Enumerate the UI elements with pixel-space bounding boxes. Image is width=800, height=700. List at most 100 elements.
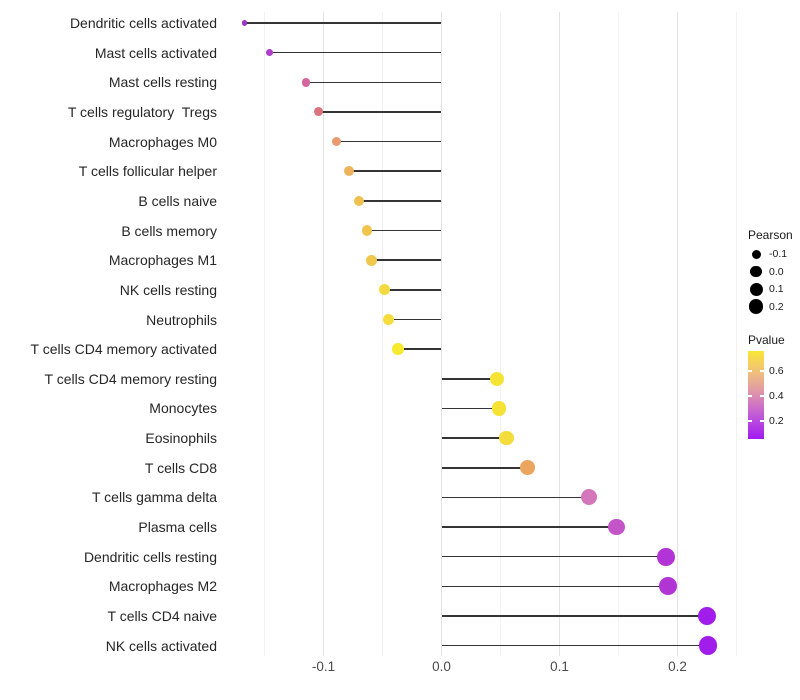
lollipop-segment [441, 615, 707, 617]
lollipop-dot [265, 49, 273, 57]
lollipop-segment [305, 81, 442, 84]
lollipop-dot [361, 225, 373, 236]
category-label: Mast cells resting [108, 74, 217, 91]
category-label: Macrophages M1 [108, 252, 217, 269]
pearson-legend-title: Pearson [748, 228, 793, 242]
lollipop-segment [397, 348, 442, 350]
category-label: Macrophages M2 [108, 578, 217, 595]
lollipop-segment [441, 644, 709, 647]
x-tick-label: -0.1 [311, 659, 336, 674]
lollipop-segment [441, 585, 669, 588]
colorbar-tick [760, 420, 764, 422]
lollipop-dot [344, 166, 355, 177]
major-gridline [441, 12, 442, 656]
lollipop-dot [697, 606, 717, 626]
lollipop-segment [336, 140, 442, 143]
lollipop-dot [314, 107, 324, 117]
lollipop-segment [371, 259, 442, 261]
legend-size-dot [749, 282, 763, 296]
legend-size-label: -0.1 [769, 248, 788, 260]
lollipop-dot [301, 78, 311, 87]
lollipop-segment [269, 51, 442, 54]
pvalue-colorbar [748, 351, 764, 439]
minor-gridline [736, 12, 737, 656]
legend-size-dot [750, 265, 762, 278]
category-label: T cells follicular helper [78, 163, 217, 180]
major-gridline [559, 12, 560, 656]
category-label: Monocytes [149, 400, 217, 417]
legend-size-label: 0.1 [769, 283, 784, 295]
major-gridline [323, 12, 324, 656]
major-gridline [677, 12, 678, 656]
lollipop-segment [349, 170, 442, 173]
lollipop-segment [441, 466, 528, 469]
category-label: T cells CD4 naive [107, 608, 217, 624]
lollipop-segment [441, 496, 589, 499]
pvalue-tick-label: 0.2 [769, 414, 784, 427]
lollipop-dot [659, 577, 677, 596]
minor-gridline [500, 12, 501, 656]
lollipop-dot [607, 518, 625, 536]
pvalue-tick-label: 0.4 [769, 389, 784, 402]
category-label: T cells gamma delta [91, 489, 217, 506]
category-label: T cells CD8 [144, 459, 217, 476]
lollipop-dot [353, 195, 365, 207]
category-label: Macrophages M0 [108, 133, 217, 150]
colorbar-tick [760, 395, 764, 397]
lollipop-dot [366, 254, 378, 266]
category-label: B cells memory [121, 222, 217, 239]
legend-size-label: 0.2 [769, 300, 784, 313]
category-label: T cells CD4 memory activated [30, 341, 217, 358]
minor-gridline [618, 12, 619, 656]
category-label: Dendritic cells resting [83, 548, 217, 565]
minor-gridline [382, 12, 383, 656]
lollipop-dot [379, 284, 391, 296]
lollipop-dot [520, 460, 536, 476]
lollipop-segment [441, 378, 497, 380]
lollipop-segment [318, 111, 442, 113]
colorbar-tick [748, 370, 752, 372]
lollipop-segment [441, 526, 617, 528]
lollipop-segment [388, 318, 442, 321]
category-label: NK cells resting [119, 281, 217, 298]
category-label: Plasma cells [138, 519, 217, 536]
category-label: NK cells activated [105, 637, 217, 654]
category-label: B cells naive [138, 192, 217, 209]
lollipop-dot [241, 20, 248, 26]
colorbar-tick [748, 395, 752, 397]
x-tick-label: 0.1 [550, 659, 569, 674]
category-label: T cells CD4 memory resting [44, 370, 217, 387]
category-label: T cells regulatory Tregs [67, 103, 217, 120]
lollipop-dot [580, 489, 598, 506]
legend-size-dot [748, 299, 764, 314]
minor-gridline [264, 12, 265, 656]
lollipop-dot [492, 401, 507, 416]
pvalue-tick-label: 0.6 [769, 364, 784, 377]
category-label: Neutrophils [146, 311, 217, 328]
lollipop-dot [489, 371, 505, 386]
lollipop-segment [441, 407, 500, 410]
category-label: Mast cells activated [94, 44, 217, 61]
lollipop-segment [244, 22, 442, 24]
lollipop-dot [499, 430, 514, 446]
lollipop-dot [392, 343, 404, 355]
legend-size-label: 0.0 [769, 265, 784, 278]
lollipop-dot [331, 136, 342, 147]
category-label: Dendritic cells activated [69, 15, 217, 31]
lollipop-segment [358, 200, 442, 202]
category-label: Eosinophils [145, 430, 217, 447]
lollipop-dot [656, 547, 675, 566]
legend-size-dot [751, 249, 761, 259]
pvalue-legend-title: Pvalue [748, 333, 785, 347]
x-tick-label: 0.0 [432, 659, 451, 674]
lollipop-segment [367, 229, 442, 232]
colorbar-tick [760, 370, 764, 372]
lollipop-segment [441, 437, 507, 439]
x-tick-label: 0.2 [668, 659, 687, 674]
colorbar-tick [748, 420, 752, 422]
lollipop-segment [384, 289, 442, 291]
lollipop-segment [441, 555, 666, 558]
lollipop-dot [698, 636, 718, 655]
lollipop-dot [382, 313, 395, 326]
